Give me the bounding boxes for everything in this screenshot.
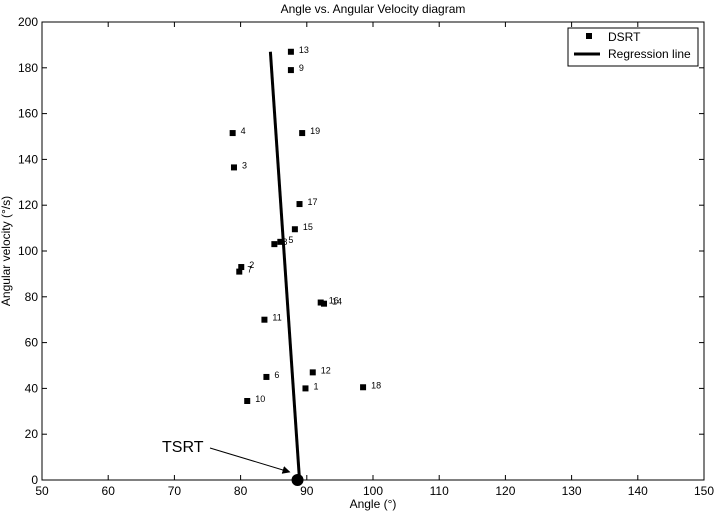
y-tick-label: 0 (31, 473, 38, 487)
tsrt-arrow (209, 447, 291, 474)
data-point-19 (299, 130, 306, 137)
legend-dsrt-label: DSRT (608, 30, 641, 44)
point-label-11: 11 (272, 313, 281, 323)
point-label-17: 17 (308, 197, 318, 207)
y-tick-label: 20 (25, 427, 39, 441)
y-tick-label: 60 (25, 336, 39, 350)
data-point-10 (244, 397, 251, 404)
legend-regression-label: Regression line (608, 47, 691, 61)
plot-area (41, 21, 705, 481)
x-tick-label: 130 (562, 484, 582, 498)
data-point-5 (277, 238, 284, 245)
point-label-8: 8 (282, 237, 287, 247)
point-label-1: 1 (313, 381, 318, 391)
point-label-15: 15 (303, 222, 313, 232)
point-label-5: 5 (288, 235, 293, 245)
point-label-6: 6 (274, 370, 279, 380)
x-tick-label: 50 (35, 484, 49, 498)
legend-dsrt-marker (586, 33, 592, 39)
data-point-13 (287, 48, 294, 55)
point-label-16: 16 (329, 296, 339, 306)
data-point-9 (287, 67, 294, 74)
y-tick-label: 80 (25, 290, 39, 304)
data-point-18 (360, 384, 367, 391)
data-point-7 (236, 268, 243, 275)
point-label-7: 7 (247, 265, 252, 275)
point-label-13: 13 (299, 45, 309, 55)
y-axis-label: Angular velocity (°/s) (0, 196, 13, 306)
x-tick-label: 150 (694, 484, 714, 498)
tsrt-marker (291, 474, 304, 486)
data-point-4 (229, 130, 236, 137)
data-point-3 (230, 164, 237, 171)
data-point-14 (321, 300, 328, 307)
point-label-4: 4 (241, 126, 246, 136)
regression-line (268, 51, 302, 481)
point-label-3: 3 (242, 160, 247, 170)
y-tick-label: 160 (18, 107, 38, 121)
point-label-2: 2 (249, 260, 254, 270)
x-tick-label: 120 (495, 484, 515, 498)
x-tick-label: 70 (168, 484, 182, 498)
point-label-12: 12 (321, 365, 331, 375)
x-tick-label: 110 (430, 484, 449, 498)
legend: DSRT Regression line (567, 27, 699, 67)
point-label-14: 14 (332, 297, 342, 307)
data-point-2 (238, 264, 245, 271)
point-label-18: 18 (371, 380, 381, 390)
y-tick-label: 40 (25, 381, 39, 395)
point-label-10: 10 (255, 394, 265, 404)
y-tick-label: 140 (18, 152, 38, 166)
x-axis-label: Angle (°) (350, 497, 397, 511)
data-point-16 (317, 299, 324, 306)
x-tick-label: 80 (234, 484, 248, 498)
data-point-15 (291, 226, 298, 233)
tsrt-label: TSRT (162, 439, 204, 456)
point-label-9: 9 (299, 63, 304, 73)
y-tick-label: 120 (18, 198, 38, 212)
x-tick-label: 100 (363, 484, 383, 498)
data-point-11 (261, 316, 268, 323)
chart-title: Angle vs. Angular Velocity diagram (281, 2, 466, 16)
data-point-12 (309, 369, 316, 376)
y-tick-label: 100 (18, 244, 38, 258)
x-tick-label: 90 (300, 484, 314, 498)
x-tick-label: 140 (628, 484, 648, 498)
data-point-8 (271, 241, 278, 248)
point-label-19: 19 (310, 126, 320, 136)
y-tick-label: 200 (18, 15, 38, 29)
data-point-17 (296, 201, 303, 208)
y-tick-label: 180 (18, 61, 38, 75)
data-point-1 (302, 385, 309, 392)
x-tick-label: 60 (102, 484, 116, 498)
data-point-6 (263, 373, 270, 380)
